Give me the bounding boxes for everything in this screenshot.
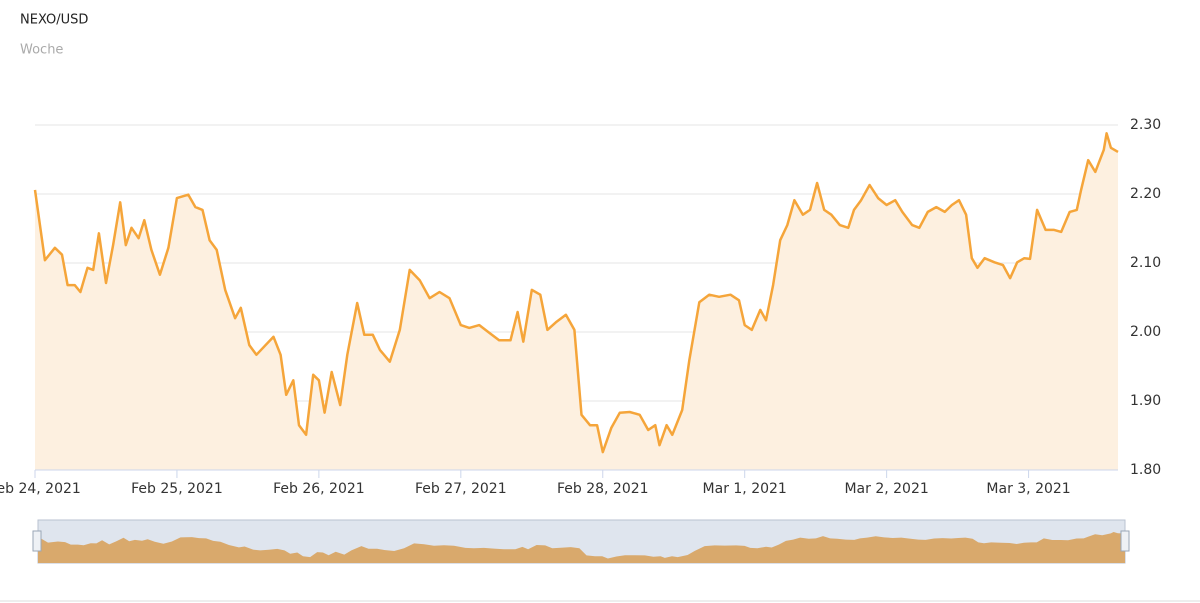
x-tick-label: Feb 28, 2021 (557, 481, 649, 497)
chart-subtitle: Woche (20, 43, 63, 58)
navigator-handle[interactable] (32, 530, 42, 552)
navigator-area (38, 532, 1125, 563)
y-tick-label: 2.30 (1130, 117, 1161, 133)
y-tick-label: 2.10 (1130, 255, 1161, 271)
y-tick-label: 1.90 (1130, 393, 1161, 409)
y-tick-label: 1.80 (1130, 462, 1161, 478)
navigator-handle[interactable] (1120, 530, 1130, 552)
x-tick-label: Feb 25, 2021 (131, 481, 223, 497)
chart-title: NEXO/USD (20, 13, 88, 28)
x-tick-label: Mar 2, 2021 (844, 481, 928, 497)
x-tick-label: Feb 27, 2021 (415, 481, 507, 497)
x-tick-label: Feb 24, 2021 (0, 481, 81, 497)
y-tick-label: 2.20 (1130, 186, 1161, 202)
x-tick-label: Mar 1, 2021 (703, 481, 787, 497)
price-line (33, 132, 1119, 454)
area-fill (35, 133, 1118, 471)
x-tick-label: Mar 3, 2021 (986, 481, 1070, 497)
x-tick-label: Feb 26, 2021 (273, 481, 365, 497)
y-tick-label: 2.00 (1130, 324, 1161, 340)
